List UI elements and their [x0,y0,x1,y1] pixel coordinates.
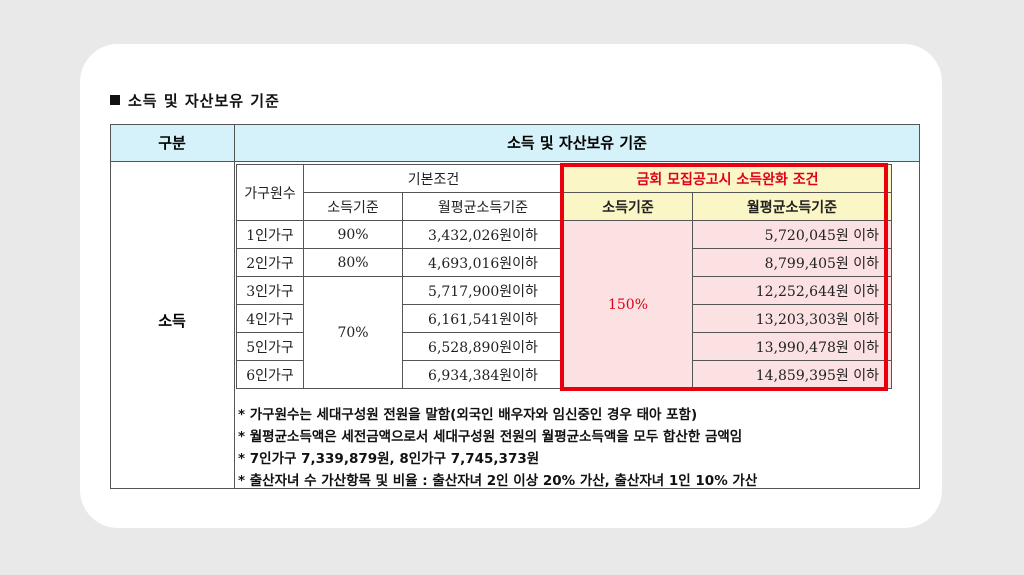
income-pct-cell: 80% [303,248,403,277]
footnotes: * 가구원수는 세대구성원 전원을 말함(외국인 배우자와 임신중인 경우 태아… [238,404,757,492]
income-table: 가구원수 기본조건 금회 모집공고시 소득완화 조건 소득기준 월평균소득기준 … [236,164,892,389]
row-label-income: 소득 [158,312,186,330]
header-avg-income-std: 월평균소득기준 [402,192,564,221]
avg-income-cell: 6,528,890원이하 [402,332,564,361]
table-bottom-border [110,488,920,489]
relaxed-avg-cell: 8,799,405원 이하 [692,248,892,277]
table-row: 4인가구 6,161,541원이하 13,203,303원 이하 [236,304,892,333]
relaxed-avg-cell: 14,859,395원 이하 [692,360,892,389]
table-row: 2인가구 80% 4,693,016원이하 8,799,405원 이하 [236,248,892,277]
avg-income-cell: 5,717,900원이하 [402,276,564,305]
footnote: * 월평균소득액은 세전금액으로서 세대구성원 전원의 월평균소득액을 모두 합… [238,429,743,445]
income-pct-cell: 70% [303,276,403,389]
section-heading: 소득 및 자산보유 기준 [110,90,280,111]
avg-income-cell: 4,693,016원이하 [402,248,564,277]
header-income-std-relaxed: 소득기준 [563,192,693,221]
table-left-border [110,124,111,489]
relaxed-pct-cell: 150% [563,220,693,389]
heading-text: 소득 및 자산보유 기준 [128,92,280,110]
header-criteria: 소득 및 자산보유 기준 [507,134,647,152]
relaxed-avg-cell: 13,203,303원 이하 [692,304,892,333]
household-cell: 6인가구 [236,360,304,389]
avg-income-cell: 6,934,384원이하 [402,360,564,389]
table-header-row: 구분 소득 및 자산보유 기준 [110,124,920,162]
header-basic-condition: 기본조건 [303,164,564,193]
table-row: 5인가구 6,528,890원이하 13,990,478원 이하 [236,332,892,361]
header-income-std: 소득기준 [303,192,403,221]
relaxed-avg-cell: 12,252,644원 이하 [692,276,892,305]
household-cell: 4인가구 [236,304,304,333]
relaxed-avg-cell: 5,720,045원 이하 [692,220,892,249]
household-cell: 3인가구 [236,276,304,305]
household-cell: 5인가구 [236,332,304,361]
footnote: * 출산자녀 수 가산항목 및 비율 : 출산자녀 2인 이상 20% 가산, … [238,473,758,489]
household-cell: 1인가구 [236,220,304,249]
footnote: * 가구원수는 세대구성원 전원을 말함(외국인 배우자와 임신중인 경우 태아… [238,407,698,423]
footnote: * 7인가구 7,339,879원, 8인가구 7,745,373원 [238,451,540,467]
table-row: 1인가구 90% 3,432,026원이하 150% 5,720,045원 이하 [236,220,892,389]
table-row: 6인가구 6,934,384원이하 14,859,395원 이하 [236,360,892,389]
header-relaxed-condition: 금회 모집공고시 소득완화 조건 [563,164,892,193]
row-label-cell: 소득 [110,160,235,488]
header-avg-income-std-relaxed: 월평균소득기준 [692,192,892,221]
header-household: 가구원수 [236,164,304,221]
table-right-border [919,124,920,489]
household-cell: 2인가구 [236,248,304,277]
income-pct-cell: 90% [303,220,403,249]
table-row: 3인가구 70% 5,717,900원이하 12,252,644원 이하 [236,276,892,389]
avg-income-cell: 6,161,541원이하 [402,304,564,333]
relaxed-avg-cell: 13,990,478원 이하 [692,332,892,361]
square-bullet-icon [110,95,120,105]
header-gubun: 구분 [110,125,235,161]
avg-income-cell: 3,432,026원이하 [402,220,564,249]
